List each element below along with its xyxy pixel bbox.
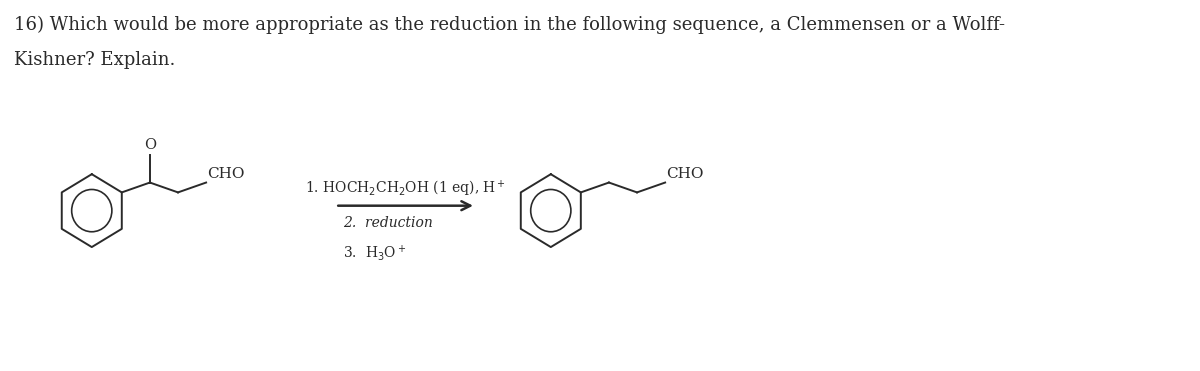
Text: 3.  H$_3$O$^+$: 3. H$_3$O$^+$ [343,243,406,263]
Text: CHO: CHO [208,167,245,181]
Text: O: O [144,138,156,152]
Text: Kishner? Explain.: Kishner? Explain. [14,51,175,69]
Text: CHO: CHO [666,167,703,181]
Text: 2.  reduction: 2. reduction [343,216,432,230]
Text: 1. HOCH$_2$CH$_2$OH (1 eq), H$^+$: 1. HOCH$_2$CH$_2$OH (1 eq), H$^+$ [305,178,506,199]
Text: 16) Which would be more appropriate as the reduction in the following sequence, : 16) Which would be more appropriate as t… [14,16,1006,34]
